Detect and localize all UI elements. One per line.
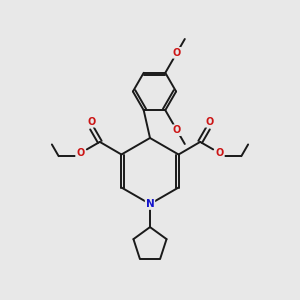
Text: O: O xyxy=(173,125,181,135)
Text: O: O xyxy=(76,148,85,158)
Text: O: O xyxy=(88,117,96,127)
Text: O: O xyxy=(173,48,181,58)
Text: N: N xyxy=(146,199,154,209)
Text: O: O xyxy=(206,117,214,127)
Text: O: O xyxy=(215,148,224,158)
